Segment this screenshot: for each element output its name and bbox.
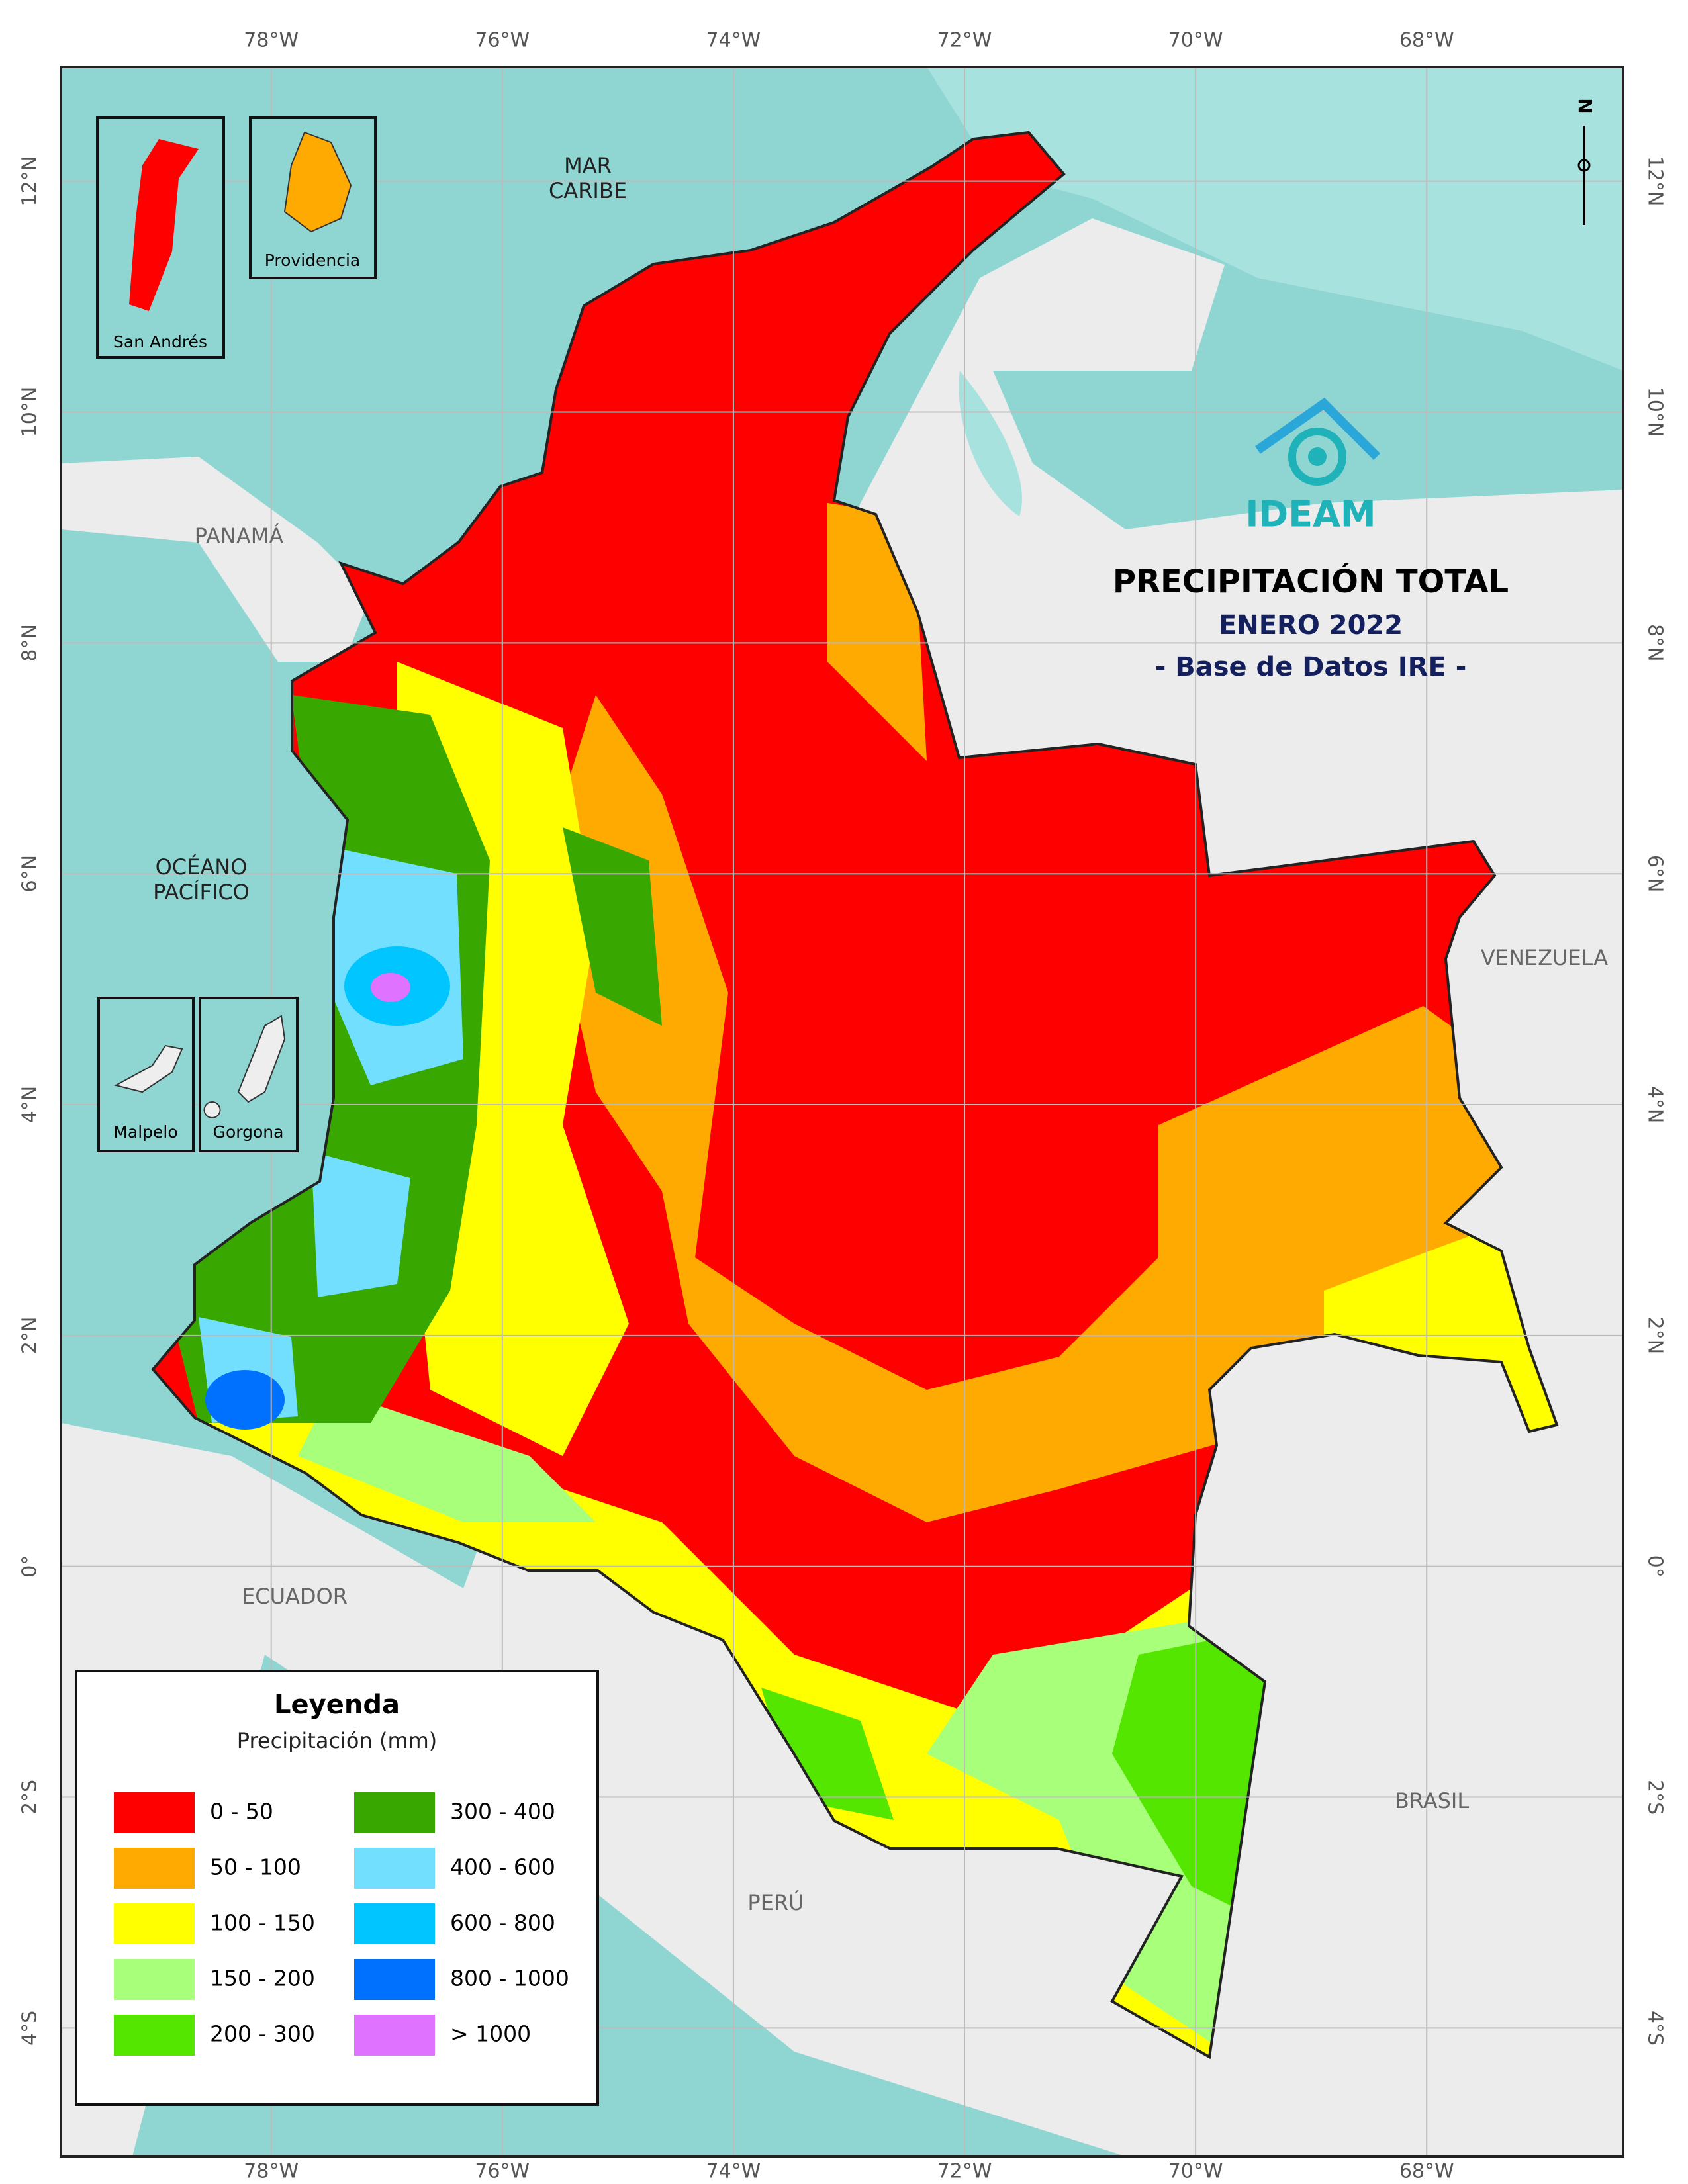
legend-swatch <box>354 1792 435 1833</box>
logo-text: IDEAM <box>1245 494 1376 535</box>
lat-tick-label: 6°N <box>19 855 42 893</box>
logo-core <box>1308 447 1327 466</box>
shallow-sea <box>927 67 1623 371</box>
country-label: PERÚ <box>747 1889 804 1915</box>
lat-tick-label: 10°N <box>19 387 42 437</box>
lat-tick-label: 8°N <box>19 624 42 662</box>
lon-tick-label: 74°W <box>706 29 761 52</box>
lat-tick-label: 2°S <box>19 1780 42 1815</box>
island <box>129 139 199 311</box>
lat-tick-label: 2°N <box>19 1317 42 1355</box>
sea-label: OCÉANO <box>156 854 248 880</box>
lake-maracaibo <box>959 371 1022 516</box>
insets: San Andrés Providencia Malpelo Gorgona <box>96 116 377 1152</box>
panama-land <box>61 457 371 662</box>
legend-swatch <box>354 1959 435 2000</box>
legend-label: 150 - 200 <box>210 1966 315 1991</box>
lon-tick-label: 68°W <box>1399 29 1454 52</box>
country-label: PANAMÁ <box>195 523 284 549</box>
legend-label: 100 - 150 <box>210 1910 315 1936</box>
zone-over-1000 <box>371 973 410 1002</box>
lat-tick-label: 4°N <box>1644 1086 1667 1124</box>
legend-swatch <box>114 1959 195 2000</box>
island <box>283 131 352 233</box>
lon-tick-label: 68°W <box>1399 2160 1454 2183</box>
legend-label: 400 - 600 <box>450 1854 555 1880</box>
lon-tick-label: 78°W <box>244 2160 299 2183</box>
lon-tick-label: 72°W <box>937 29 992 52</box>
lat-tick-label: 4°S <box>19 2011 42 2046</box>
zone-50-100 <box>543 695 1523 1522</box>
country-label: BRASIL <box>1395 1788 1470 1813</box>
inset-label: San Andrés <box>113 332 207 351</box>
legend-label: 300 - 400 <box>450 1799 555 1825</box>
lat-tick-label: 10°N <box>1644 387 1667 437</box>
legend: Leyenda Precipitación (mm) 0 - 50 50 - 10… <box>75 1670 599 2106</box>
legend-swatch <box>354 1903 435 1944</box>
island <box>203 1015 286 1118</box>
lat-tick-label: 0° <box>1644 1555 1667 1578</box>
logo-roof <box>1254 397 1380 460</box>
lat-tick-label: 12°N <box>19 156 42 206</box>
lat-tick-label: 12°N <box>1644 156 1667 206</box>
legend-swatch <box>114 2015 195 2056</box>
island <box>114 1044 183 1093</box>
lon-tick-label: 76°W <box>475 2160 530 2183</box>
legend-swatch <box>114 1848 195 1889</box>
lat-tick-label: 0° <box>19 1555 42 1578</box>
legend-label: 600 - 800 <box>450 1910 555 1936</box>
zone-800-1000 <box>205 1370 285 1430</box>
lat-tick-label: 8°N <box>1644 624 1667 662</box>
lon-tick-label: 74°W <box>706 2160 761 2183</box>
zone-150-200 <box>298 1390 1271 2052</box>
legend-label: 200 - 300 <box>210 2021 315 2047</box>
source: - Base de Datos IRE - <box>1155 652 1467 682</box>
lon-tick-label: 76°W <box>475 29 530 52</box>
north-arrow: N <box>1574 98 1596 225</box>
map-frame <box>60 66 1624 2158</box>
lon-tick-label: 78°W <box>244 29 299 52</box>
lon-tick-label: 70°W <box>1168 29 1223 52</box>
zone-200-300 <box>761 1628 1271 1919</box>
lon-tick-label: 72°W <box>937 2160 992 2183</box>
north-label: N <box>1574 98 1596 113</box>
lat-tick-label: 2°N <box>1644 1317 1667 1355</box>
legend-swatch <box>354 1848 435 1889</box>
subtitle: ENERO 2022 <box>1219 610 1403 641</box>
legend-label: 0 - 50 <box>210 1799 273 1825</box>
logo: IDEAM <box>1245 397 1380 535</box>
legend-label: > 1000 <box>450 2021 531 2047</box>
lat-tick-label: 4°S <box>1644 2011 1667 2046</box>
legend-subtitle: Precipitación (mm) <box>237 1728 438 1753</box>
legend-label: 50 - 100 <box>210 1854 301 1880</box>
inset-label: Gorgona <box>213 1122 284 1142</box>
legend-label: 800 - 1000 <box>450 1966 569 1991</box>
legend-swatch <box>114 1792 195 1833</box>
sea-label: MAR <box>564 153 612 178</box>
north-arrow-circle <box>1577 159 1591 172</box>
inset-label: Malpelo <box>113 1122 177 1142</box>
country-label: ECUADOR <box>242 1584 348 1609</box>
lon-tick-label: 70°W <box>1168 2160 1223 2183</box>
legend-swatch <box>354 2015 435 2056</box>
title: PRECIPITACIÓN TOTAL <box>1113 563 1509 600</box>
country-label: VENEZUELA <box>1481 945 1608 970</box>
legend-swatch <box>114 1903 195 1944</box>
lat-tick-label: 2°S <box>1644 1780 1667 1815</box>
lat-tick-label: 4°N <box>19 1086 42 1124</box>
sea-label: PACÍFICO <box>153 880 250 905</box>
inset-label: Providencia <box>265 251 361 270</box>
lat-tick-label: 6°N <box>1644 855 1667 893</box>
legend-title: Leyenda <box>274 1690 400 1720</box>
logo-swirl <box>1288 428 1346 486</box>
sea-label: CARIBE <box>549 178 627 203</box>
